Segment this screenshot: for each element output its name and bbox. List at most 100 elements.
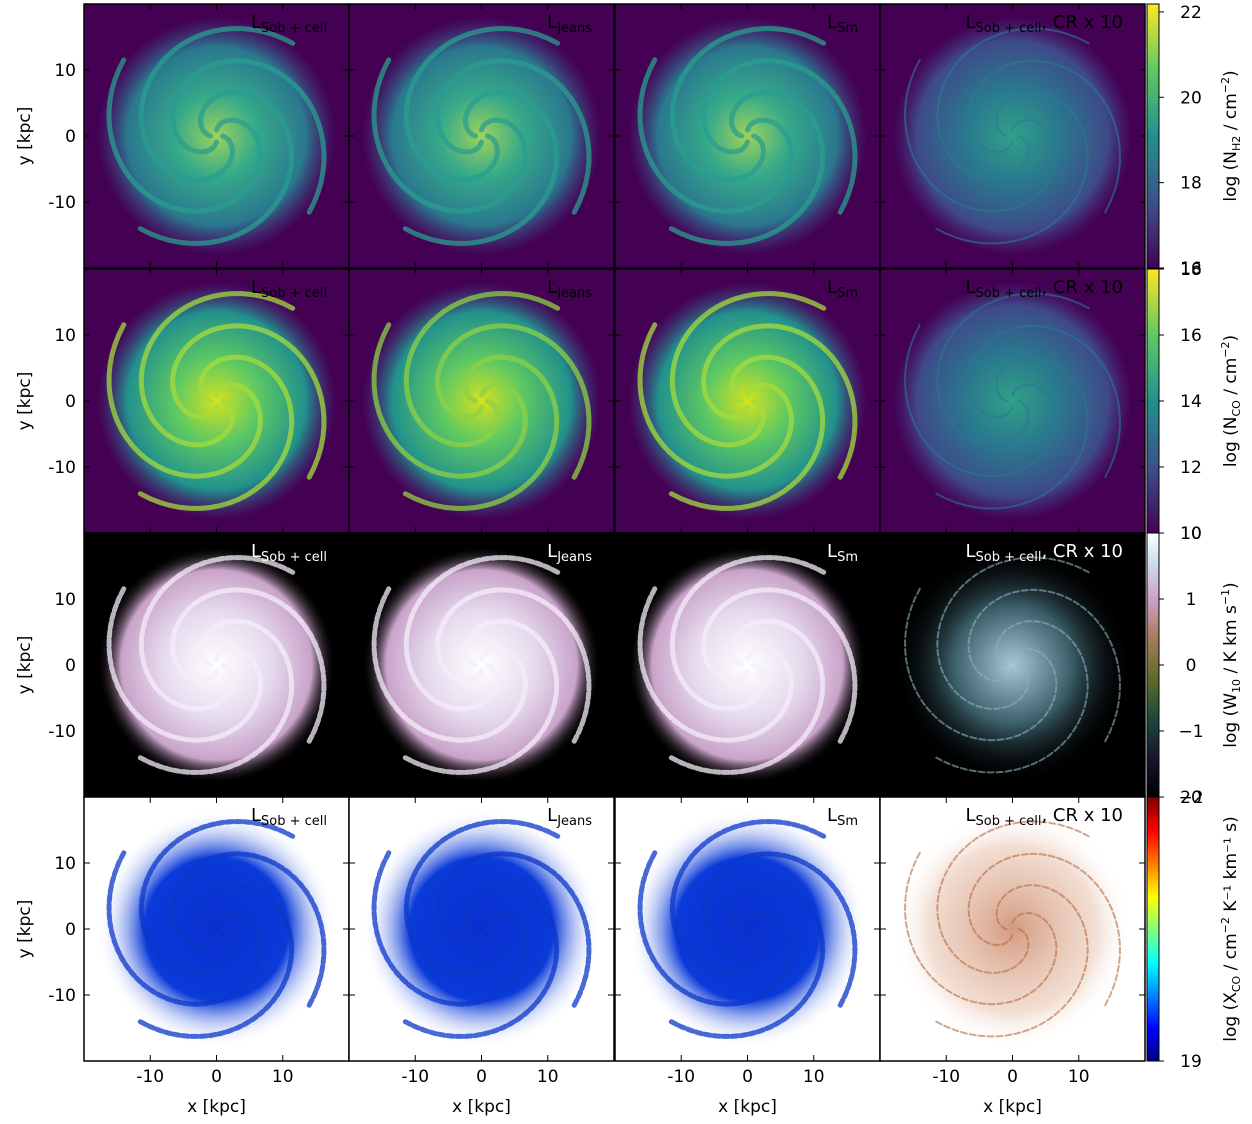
panel-r0-c0: LSob + cell — [83, 3, 350, 269]
y-tick-label: -10 — [48, 986, 76, 1006]
spiral-arm — [904, 323, 1058, 478]
x-tick-label: 10 — [272, 1067, 294, 1087]
column-label: LSob + cell, CR x 10 — [965, 12, 1123, 36]
y-tick-label: -10 — [48, 193, 76, 213]
panel-r1-c0: LSob + cell — [83, 268, 350, 534]
panel-r0-c1: LJeans — [348, 3, 615, 269]
y-axis-label: y [kpc] — [15, 636, 35, 695]
spiral-arm — [668, 882, 826, 1039]
spiral-arm — [669, 819, 827, 976]
panel-r2-c1: LJeans — [348, 532, 615, 798]
galaxy-disk — [97, 17, 336, 255]
column-label: LJeans — [547, 277, 592, 301]
galaxy-disk — [362, 17, 601, 255]
colorbar-gradient — [1146, 268, 1160, 534]
spiral-arm — [935, 91, 1089, 245]
spiral-arm — [904, 851, 1058, 1006]
spiral-arm — [701, 58, 858, 215]
x-tick-label: -10 — [667, 1067, 695, 1087]
spiral-arm — [637, 57, 794, 214]
spiral-arm — [967, 324, 1121, 479]
galaxy-disk — [628, 546, 867, 784]
spiral-arm — [371, 57, 528, 214]
colorbar-tick-label: 16 — [1180, 326, 1202, 346]
colorbar-tick-label: 18 — [1180, 174, 1202, 194]
spiral-arm — [371, 322, 528, 479]
spiral-arm — [402, 618, 560, 775]
spiral-arm — [138, 555, 296, 712]
spiral-arm — [106, 57, 263, 214]
x-tick-label: 0 — [476, 1067, 487, 1087]
y-tick-label: -10 — [48, 722, 76, 742]
column-label: LSob + cell — [251, 277, 327, 301]
x-tick-label: -10 — [401, 1067, 429, 1087]
x-tick-label: 0 — [1007, 1067, 1018, 1087]
spiral-arm — [668, 354, 826, 511]
x-tick-label: -10 — [136, 1067, 164, 1087]
spiral-arm — [936, 27, 1090, 181]
spiral-arm — [936, 820, 1090, 974]
x-axis-label: x [kpc] — [718, 1097, 777, 1117]
spiral-arm — [904, 58, 1058, 213]
spiral-arm — [637, 322, 794, 479]
spiral-arm — [138, 26, 296, 183]
spiral-arm — [403, 555, 561, 712]
panel-r0-c3: LSob + cell, CR x 10 — [879, 3, 1146, 269]
colorbar-tick-label: 20 — [1180, 88, 1202, 108]
panel-r3-c3: LSob + cell, CR x 10 — [879, 796, 1146, 1062]
spiral-arm — [137, 618, 295, 775]
colorbar-label: log (XCO / cm−2 K⁻¹ km⁻¹ s) — [1219, 816, 1243, 1041]
y-tick-label: -10 — [48, 458, 76, 478]
colorbar-tick-label: 12 — [1180, 458, 1202, 478]
spiral-arm — [701, 587, 858, 744]
spiral-arm — [137, 354, 295, 511]
spiral-arm — [967, 588, 1121, 743]
spiral-arm — [435, 58, 592, 215]
spiral-arm — [435, 851, 592, 1008]
spiral-arm — [138, 291, 296, 448]
spiral-arm — [170, 851, 327, 1008]
colorbar-tick-label: 18 — [1180, 260, 1202, 280]
spiral-arm — [936, 556, 1090, 710]
y-tick-label: 0 — [65, 656, 76, 676]
spiral-arm — [967, 852, 1121, 1007]
colorbar-tick-label: −1 — [1178, 722, 1203, 742]
column-label: LSob + cell, CR x 10 — [965, 541, 1123, 565]
column-label: LJeans — [547, 805, 592, 829]
spiral-arm — [701, 851, 858, 1008]
panel-r2-c2: LSm — [614, 532, 881, 798]
y-axis-label: y [kpc] — [15, 900, 35, 959]
galaxy-disk — [628, 17, 867, 255]
x-tick-label: 10 — [537, 1067, 559, 1087]
spiral-arm — [936, 292, 1090, 446]
galaxy-disk — [628, 810, 867, 1048]
x-axis-label: x [kpc] — [452, 1097, 511, 1117]
colorbar-label: log (W10 / K km s−1) — [1219, 582, 1243, 747]
spiral-arm — [137, 882, 295, 1039]
spiral-arm — [170, 58, 327, 215]
y-axis-label: y [kpc] — [15, 107, 35, 166]
colorbar-tick-label: 10 — [1180, 524, 1202, 544]
spiral-arm — [701, 323, 858, 480]
colorbar-tick-label: 22 — [1180, 3, 1202, 23]
column-label: LJeans — [547, 541, 592, 565]
x-tick-label: 0 — [742, 1067, 753, 1087]
column-label: LSob + cell — [251, 12, 327, 36]
panel-r3-c1: LJeans — [348, 796, 615, 1062]
panel-r0-c2: LSm — [614, 3, 881, 269]
colorbar-x_co: 20 19 log (XCO / cm−2 K⁻¹ km⁻¹ s) — [1146, 788, 1243, 1072]
x-axis-label: x [kpc] — [983, 1097, 1042, 1117]
spiral-arm — [170, 587, 327, 744]
y-tick-label: 10 — [54, 854, 76, 874]
spiral-arm — [106, 322, 263, 479]
colorbar-tick-label: 20 — [1180, 788, 1202, 808]
spiral-arm — [170, 323, 327, 480]
galaxy-disk — [97, 810, 336, 1048]
spiral-arm — [904, 587, 1058, 742]
colorbar-gradient — [1146, 3, 1160, 269]
galaxy-disk — [893, 546, 1132, 784]
spiral-arm — [403, 819, 561, 976]
spiral-arm — [403, 291, 561, 448]
